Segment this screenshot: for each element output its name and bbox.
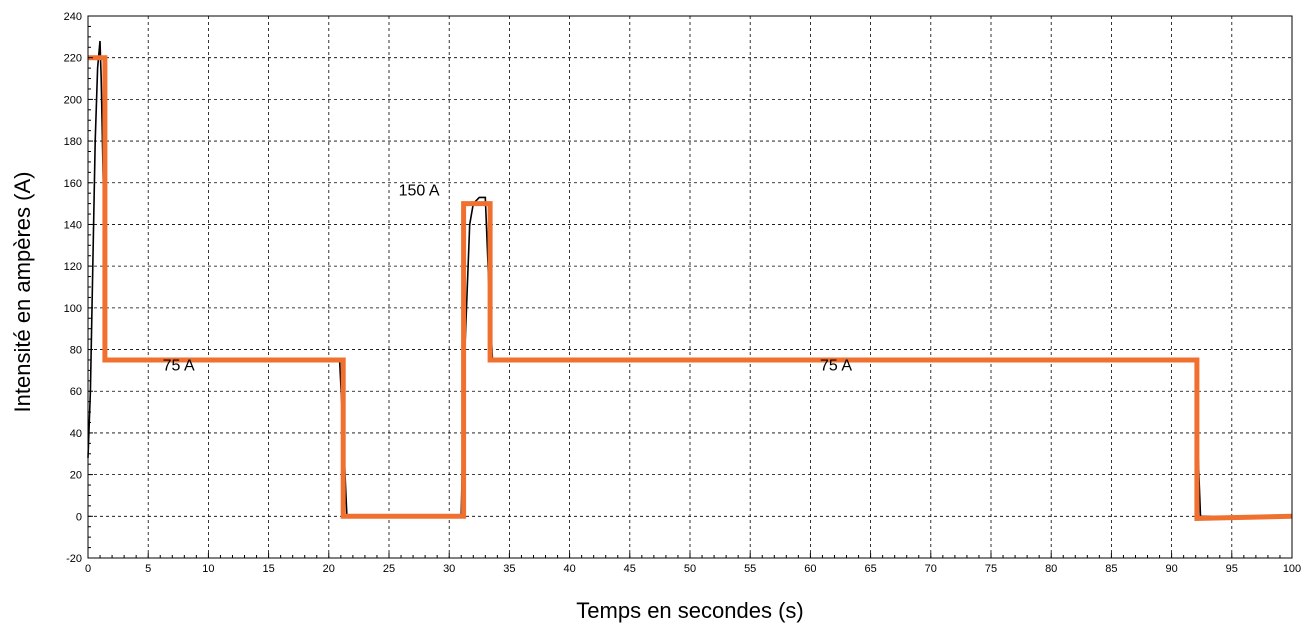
annotation-layer: 75 A 150 A 75 A — [163, 182, 853, 374]
x-tick-label: 20 — [323, 563, 335, 575]
x-tick-label: 90 — [1165, 563, 1177, 575]
y-tick-label: 140 — [64, 219, 82, 231]
y-tick-label: 240 — [64, 11, 82, 23]
step-profile-line — [88, 55, 1293, 521]
series-layer — [87, 40, 1293, 521]
y-tick-label: 160 — [64, 178, 82, 190]
y-tick-label: 220 — [64, 53, 82, 65]
x-tick-label: 55 — [744, 563, 756, 575]
y-tick-label: 80 — [70, 345, 82, 357]
x-tick-label: 25 — [383, 563, 395, 575]
y-tick-label: 20 — [70, 470, 82, 482]
x-tick-label: 50 — [684, 563, 696, 575]
annotation-label: 75 A — [820, 357, 852, 374]
x-tick-label: 40 — [563, 563, 575, 575]
y-tick-label: 120 — [64, 261, 82, 273]
x-tick-label: 80 — [1045, 563, 1057, 575]
x-tick-label: 100 — [1283, 563, 1301, 575]
y-axis-title: Intensité en ampères (A) — [10, 172, 35, 413]
x-tick-label: 35 — [503, 563, 515, 575]
annotation-label: 75 A — [163, 357, 195, 374]
x-tick-label: 75 — [985, 563, 997, 575]
y-tick-label: 200 — [64, 94, 82, 106]
axes-layer: 0 5 10 15 20 25 30 35 40 45 50 55 60 65 70 75 80 85 90 95 10… — [64, 11, 1302, 575]
x-tick-label: 0 — [85, 563, 91, 575]
x-tick-label: 85 — [1105, 563, 1117, 575]
x-tick-label: 95 — [1226, 563, 1238, 575]
grid-layer — [88, 16, 1292, 558]
x-tick-label: 10 — [202, 563, 214, 575]
y-tick-label: 40 — [70, 428, 82, 440]
x-tick-label: 60 — [804, 563, 816, 575]
y-tick-label: -20 — [66, 553, 82, 565]
x-tick-label: 70 — [925, 563, 937, 575]
y-tick-label: 0 — [76, 511, 82, 523]
x-tick-label: 45 — [624, 563, 636, 575]
y-tick-label: 60 — [70, 386, 82, 398]
x-tick-label: 15 — [262, 563, 274, 575]
annotation-label: 150 A — [399, 182, 440, 199]
y-tick-label: 180 — [64, 136, 82, 148]
x-tick-label: 65 — [864, 563, 876, 575]
x-tick-label: 5 — [145, 563, 151, 575]
y-tick-label: 100 — [64, 303, 82, 315]
x-tick-label: 30 — [443, 563, 455, 575]
x-axis-title: Temps en secondes (s) — [576, 598, 803, 623]
